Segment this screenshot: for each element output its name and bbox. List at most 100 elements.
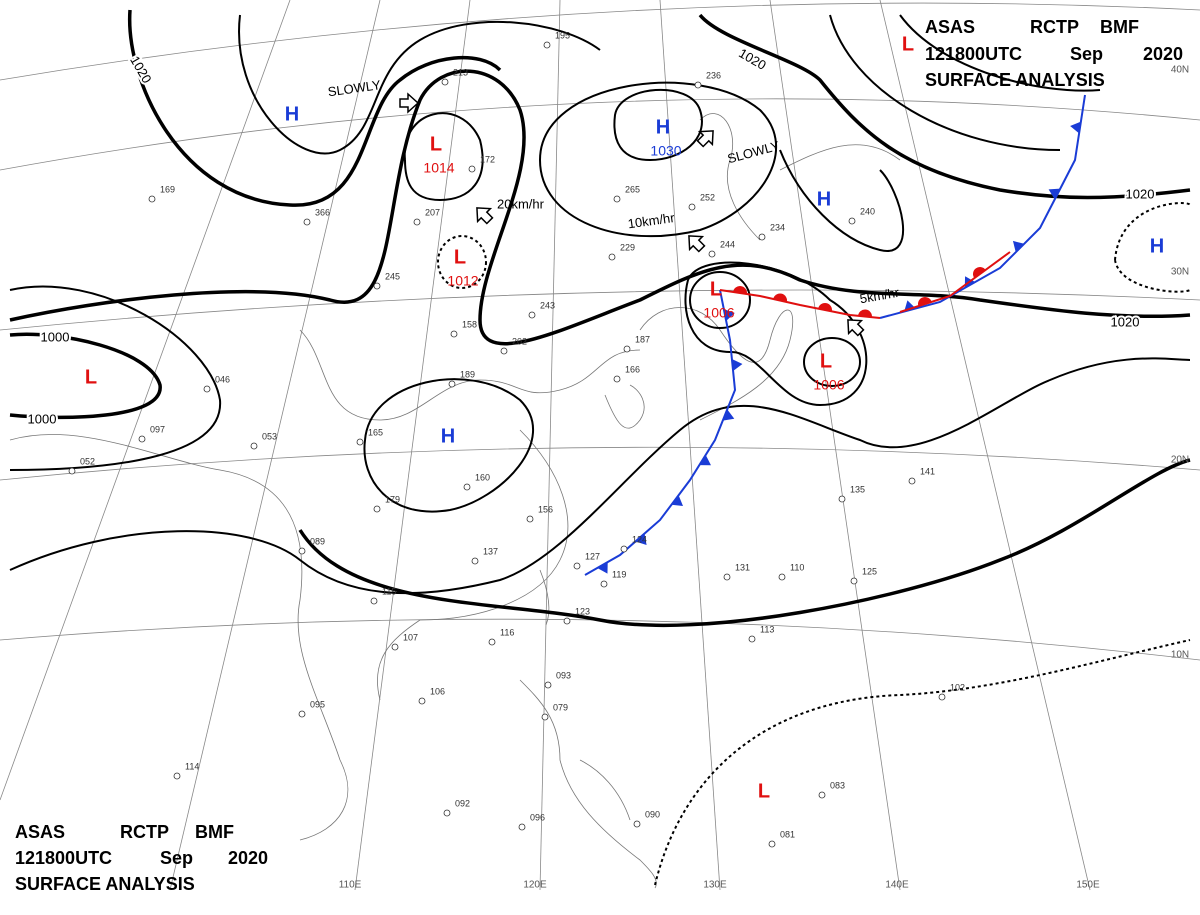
station-circle [688, 203, 696, 211]
station-circle [418, 697, 426, 705]
isobar-label: 1000 [28, 411, 57, 426]
station-circle [778, 573, 786, 581]
station-circle [303, 218, 311, 226]
station-circle [298, 710, 306, 718]
header-year: 2020 [228, 848, 268, 868]
station-pressure: 135 [850, 484, 865, 494]
cold-front-symbol [1070, 121, 1081, 134]
station-circle [68, 467, 76, 475]
pressure-center-value: 1006 [813, 377, 844, 393]
station-circle [528, 311, 536, 319]
station-circle [518, 823, 526, 831]
station-pressure: 102 [950, 682, 965, 692]
station-pressure: 052 [80, 456, 95, 466]
pressure-center-letter: L [710, 278, 722, 300]
warm-front [719, 289, 881, 319]
station-pressure: 106 [430, 686, 445, 696]
warm-front-symbol [818, 303, 832, 312]
pressure-center-value: 1014 [423, 160, 454, 176]
warm-front-symbol [918, 297, 932, 307]
station-pressure: 119 [612, 569, 626, 579]
station-pressure: 127 [585, 551, 600, 561]
pressure-center-letter: L [430, 133, 442, 155]
station-circle [148, 195, 156, 203]
pressure-center-letter: H [1150, 235, 1164, 257]
latitude-label: 40N [1171, 65, 1189, 76]
motion-label: 10km/hr [627, 210, 676, 231]
station-pressure: 090 [645, 809, 660, 819]
station-circle [373, 282, 381, 290]
header-month: Sep [160, 848, 193, 868]
station-pressure: 236 [706, 70, 721, 80]
header-month: Sep [1070, 44, 1103, 64]
station-circle [543, 41, 551, 49]
station-pressure: 107 [403, 632, 418, 642]
motion-arrow [847, 319, 865, 337]
station-circle [413, 218, 421, 226]
isobar-label: 1020 [1111, 314, 1140, 329]
longitude-label: 110E [339, 880, 362, 891]
station-circle [573, 562, 581, 570]
station-circle [526, 515, 534, 523]
station-circle [908, 477, 916, 485]
station-pressure: 110 [790, 562, 804, 572]
station-pressure: 053 [262, 431, 277, 441]
isobar-label: 1020 [1126, 186, 1155, 201]
cold-front-symbol [635, 533, 647, 546]
station-pressure: 366 [315, 207, 330, 217]
station-circle [608, 253, 616, 261]
cold-front-symbol [1012, 240, 1025, 253]
header-product: SURFACE ANALYSIS [925, 70, 1105, 90]
station-circle [203, 385, 211, 393]
header-office: BMF [195, 822, 234, 842]
cold-front-symbol [723, 309, 735, 321]
station-pressure: 207 [425, 207, 440, 217]
warm-front-symbol [773, 293, 787, 303]
motion-label: 5km/hr [859, 285, 901, 307]
station-pressure: 195 [555, 30, 570, 40]
station-circle [450, 330, 458, 338]
station-circle [544, 681, 552, 689]
motion-label: SLOWLY [327, 77, 382, 99]
pressure-center-letter: H [441, 425, 455, 447]
station-circle [694, 81, 702, 89]
station-pressure: 244 [720, 239, 735, 249]
latitude-label: 10N [1171, 650, 1189, 661]
warm-front-symbol [973, 267, 986, 279]
station-pressure: 115 [382, 586, 396, 596]
station-pressure: 125 [862, 566, 877, 576]
longitude-label: 120E [523, 880, 547, 891]
station-circle [298, 547, 306, 555]
labels: ASAS RCTP BMF 121800UTC Sep 2020 SURFACE… [15, 17, 1189, 894]
station-circle [850, 577, 858, 585]
station-circle [563, 617, 571, 625]
station-circle [938, 693, 946, 701]
station-pressure: 252 [700, 192, 715, 202]
motion-arrow [688, 235, 706, 253]
station-pressure: 156 [538, 504, 553, 514]
warm-front [899, 251, 1011, 313]
station-pressure: 096 [530, 812, 545, 822]
station-circle [138, 435, 146, 443]
longitude-label: 130E [703, 880, 727, 891]
motion-arrow [696, 130, 714, 148]
station-pressure: 165 [368, 427, 383, 437]
station-pressure: 124 [632, 534, 647, 544]
station-pressure: 265 [625, 184, 640, 194]
longitude-label: 140E [885, 880, 909, 891]
station-circle [848, 217, 856, 225]
station-circle [613, 375, 621, 383]
station-circle [463, 483, 471, 491]
pressure-center-value: 1030 [650, 143, 681, 159]
station-pressure: 083 [830, 780, 845, 790]
station-circle [443, 809, 451, 817]
station-pressure: 079 [553, 702, 568, 712]
station-circle [748, 635, 756, 643]
station-pressure: 234 [770, 222, 785, 232]
station-pressure: 169 [160, 184, 175, 194]
station-circle [488, 638, 496, 646]
station-pressure: 160 [475, 472, 490, 482]
pressure-center-letter: H [656, 116, 670, 138]
pressure-center-letter: L [758, 780, 770, 802]
